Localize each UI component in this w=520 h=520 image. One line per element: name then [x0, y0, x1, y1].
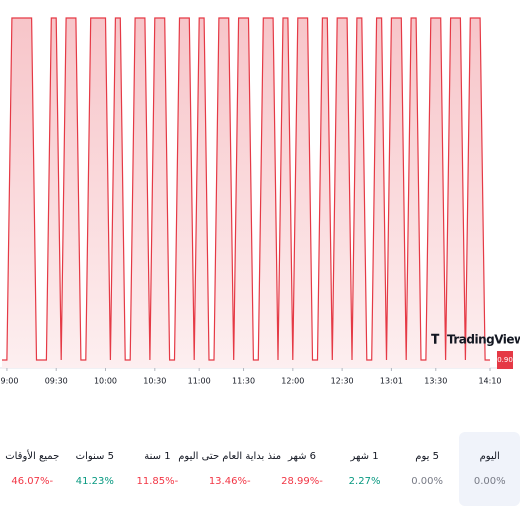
x-tick-label: 13:30 [424, 377, 447, 386]
period-tab[interactable]: اليوم 0.00% [459, 432, 520, 506]
period-label: اليوم [479, 451, 500, 462]
x-tick-label: 09:00 [0, 377, 18, 386]
period-label: 5 سنوات [75, 451, 114, 462]
period-change: 2.27% [348, 476, 381, 487]
period-tab[interactable]: 5 يوم 0.00% [397, 432, 458, 506]
period-tab[interactable]: جميع الأوقات -46.07% [2, 432, 63, 506]
x-tick-label: 14:10 [478, 377, 501, 386]
period-label: 5 يوم [415, 451, 439, 462]
period-label: منذ بداية العام حتى اليوم [178, 451, 282, 462]
watermark-logo: 𝐓 [431, 333, 440, 348]
period-tab[interactable]: منذ بداية العام حتى اليوم -13.46% [178, 432, 281, 506]
period-change: 0.00% [411, 476, 444, 487]
period-label: 6 شهر [287, 451, 317, 462]
x-tick-label: 13:01 [380, 377, 403, 386]
x-tick-label: 12:30 [331, 377, 354, 386]
price-label: 0.90 [497, 356, 513, 364]
period-change: -13.46% [208, 476, 251, 487]
x-tick-label: 10:30 [143, 377, 166, 386]
chart: 09:00 09:30 10:00 10:30 11:00 11:30 12:00 12:30… [0, 17, 520, 386]
price-line [2, 17, 490, 361]
period-label: 1 شهر [350, 451, 379, 462]
period-label: جميع الأوقات [5, 451, 60, 462]
x-tick-label: 11:30 [232, 377, 255, 386]
watermark: TradingView [447, 333, 520, 347]
period-change: -11.85% [136, 476, 179, 487]
period-change: -28.99% [281, 476, 323, 487]
period-label: 1 سنة [144, 451, 171, 462]
period-change: -46.07% [11, 476, 54, 487]
period-tab[interactable]: 5 سنوات 41.23% [65, 432, 126, 506]
x-tick-label: 12:00 [281, 377, 304, 386]
x-tick-label: 11:00 [188, 377, 211, 386]
period-tabs: اليوم 0.00% 5 يوم 0.00% 1 شهر 2.27% 6 شهر -28.9… [0, 432, 520, 506]
period-change: 41.23% [75, 476, 114, 487]
x-tick-label: 10:00 [94, 377, 117, 386]
x-tick-label: 09:30 [45, 377, 68, 386]
period-tab[interactable]: 1 شهر 2.27% [334, 432, 395, 506]
period-tab[interactable]: 6 شهر -28.99% [272, 432, 333, 506]
period-tab[interactable]: 1 سنة -11.85% [127, 432, 188, 506]
period-change: 0.00% [473, 476, 506, 487]
price-label-bg [497, 351, 513, 369]
